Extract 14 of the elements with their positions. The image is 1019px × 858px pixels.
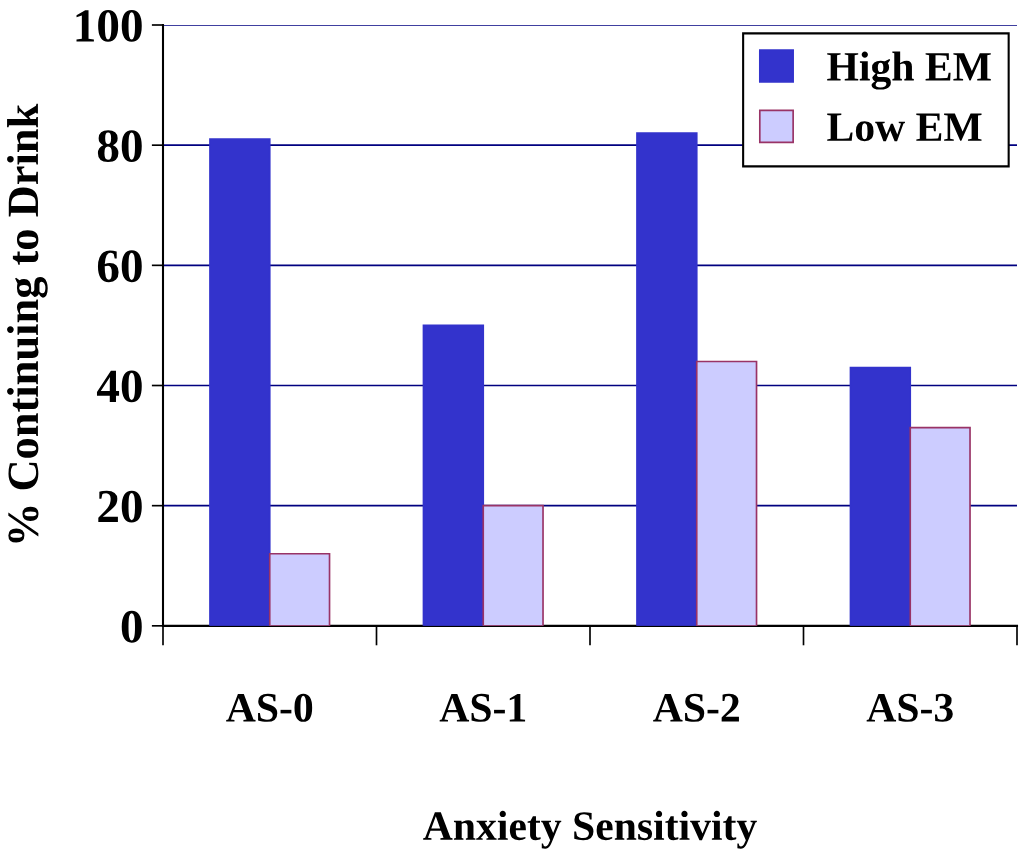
x-tick-label: AS-2 xyxy=(653,693,739,722)
x-axis-title: Anxiety Sensitivity xyxy=(423,810,757,849)
legend-label: High EM xyxy=(827,51,991,90)
y-tick-label: 40 xyxy=(96,370,142,403)
y-tick-label: 0 xyxy=(121,610,142,643)
y-axis-title: % Continuing to Drink xyxy=(7,103,48,543)
x-tick-label: AS-1 xyxy=(439,693,526,722)
legend-label: Low EM xyxy=(827,113,982,142)
x-tick-label: AS-0 xyxy=(226,693,313,722)
y-tick-label: 60 xyxy=(97,250,142,283)
x-tick-label: AS-3 xyxy=(866,693,953,722)
y-tick-label: 20 xyxy=(98,490,142,523)
y-tick-label: 100 xyxy=(76,9,142,42)
y-tick-label: 80 xyxy=(97,130,142,163)
